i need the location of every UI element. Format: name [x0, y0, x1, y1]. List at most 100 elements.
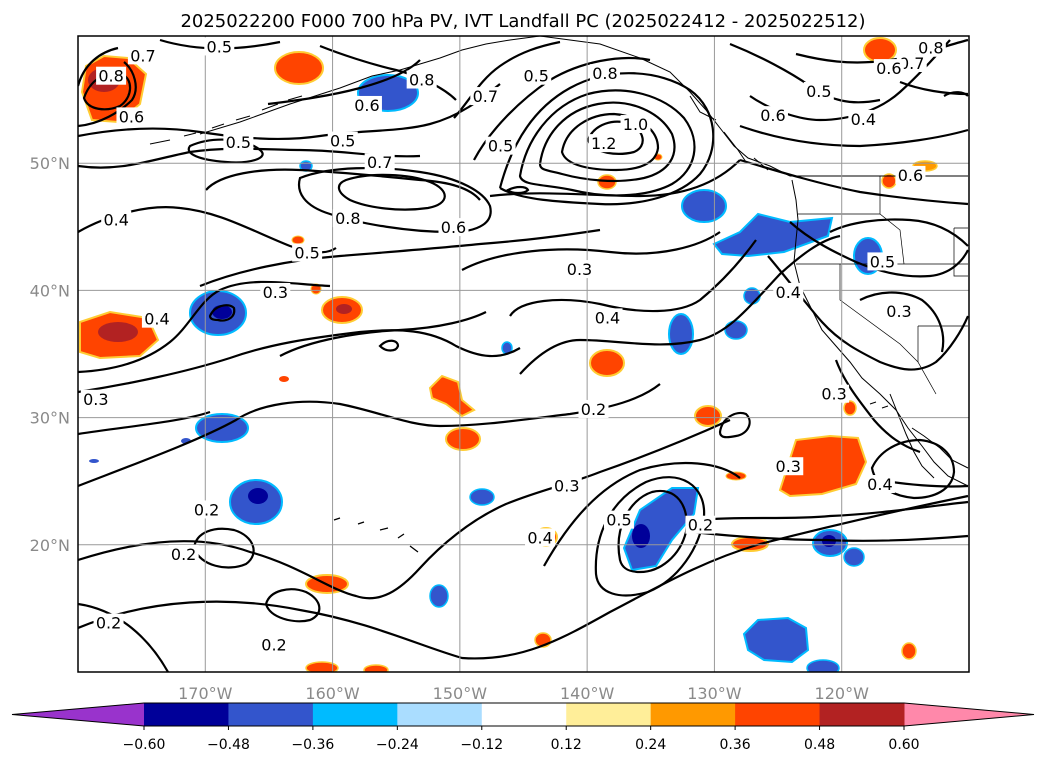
contour-label-bg	[589, 64, 620, 83]
pv-contour	[543, 461, 741, 567]
pv-contour	[78, 61, 137, 128]
lon-tick-label: 120°W	[815, 684, 870, 703]
pv-contour	[829, 218, 969, 247]
colorbar-tick-label: −0.60	[123, 737, 166, 753]
colorbar-segment	[481, 703, 567, 726]
contour-label: 0.8	[918, 39, 943, 58]
colorbar-tick-label: 0.36	[720, 737, 751, 753]
contour-label-bg	[485, 136, 516, 155]
contour-label: 0.6	[898, 166, 923, 185]
colorbar-segment	[735, 703, 821, 726]
pv-contour	[208, 304, 236, 322]
contour-label: 0.6	[354, 96, 379, 115]
contour-label: 1.2	[591, 134, 616, 153]
pv-contour	[518, 89, 696, 197]
pv-contour	[78, 410, 211, 436]
contour-label: 0.3	[567, 260, 592, 279]
pv-contour	[560, 112, 660, 172]
contour-label: 0.5	[294, 244, 319, 263]
positive-anomaly-patch	[694, 405, 722, 427]
pv-contour	[453, 40, 561, 119]
negative-anomaly-patch	[806, 659, 840, 672]
contour-label-bg	[848, 109, 879, 128]
colorbar-tick-label: 0.12	[551, 737, 582, 753]
hawaii-islands	[333, 517, 419, 553]
contour-label-bg	[351, 95, 382, 114]
contour-label-bg	[116, 107, 147, 126]
pv-contour	[538, 101, 676, 183]
pv-contour	[319, 44, 457, 101]
pv-contour	[899, 80, 969, 96]
pv-contour	[691, 530, 969, 542]
colorbar-segment	[312, 703, 398, 726]
contour-label-bg	[438, 218, 469, 237]
contour-label: 0.8	[409, 71, 434, 90]
map-frame	[77, 35, 970, 673]
longitude-tick-labels: 170°W 160°W 150°W 140°W 130°W 120°W	[178, 684, 869, 703]
pv-contour	[78, 280, 331, 374]
contour-label: 0.5	[330, 132, 355, 151]
contour-label-bg	[521, 66, 552, 85]
pv-contour	[498, 72, 715, 206]
contour-label: 0.2	[688, 516, 713, 535]
contour-label: 0.4	[851, 110, 876, 129]
pv-contour	[834, 359, 921, 454]
colorbar-segment	[650, 703, 736, 726]
colorbar-tick-label: −0.36	[291, 737, 334, 753]
contour-label: 0.3	[886, 302, 911, 321]
contour-label: 0.4	[867, 475, 892, 494]
positive-anomaly-patch	[305, 661, 339, 672]
contour-label: 0.2	[581, 400, 606, 419]
colorbar-segment	[144, 703, 229, 726]
latitude-tick-labels: 20°N 30°N 40°N 50°N	[30, 154, 70, 555]
pv-contour	[78, 494, 969, 660]
negative-anomaly-patch	[212, 305, 232, 319]
positive-anomaly-patch	[363, 664, 389, 672]
pv-contour	[699, 500, 969, 522]
contour-label-bg	[332, 209, 363, 228]
contour-label-bg	[223, 132, 254, 151]
colorbar-extend-min	[12, 703, 144, 726]
map-panel: 0.50.70.8 0.80.6 0.70.5 0.81.01.20.50.60.5 0…	[77, 35, 970, 673]
contour-label: 0.4	[595, 308, 620, 327]
contour-label-bg	[551, 476, 582, 495]
contour-label-bg	[819, 384, 850, 403]
contour-label: 1.0	[623, 115, 648, 134]
colorbar-segment	[819, 703, 905, 726]
contour-label-bg	[191, 500, 222, 519]
contour-label: 0.6	[441, 218, 466, 237]
pv-contour	[337, 173, 446, 211]
pv-contour	[859, 291, 945, 353]
contour-label: 0.4	[144, 310, 169, 329]
contour-label: 0.4	[527, 528, 552, 547]
state-border-nv	[839, 264, 919, 363]
contour-label-bg	[141, 309, 172, 328]
contour-label: 0.7	[899, 54, 924, 73]
contour-label: 0.2	[261, 635, 286, 654]
lat-tick-label: 40°N	[30, 281, 70, 300]
contour-label-bg	[873, 59, 904, 78]
contour-label: 0.6	[119, 107, 144, 126]
contour-label: 0.3	[263, 283, 288, 302]
pv-contour	[789, 221, 969, 278]
contour-label: 0.3	[776, 457, 801, 476]
pv-contour	[78, 383, 661, 488]
contour-label-bg	[364, 153, 395, 172]
negative-anomaly-patch	[843, 547, 865, 567]
contour-label: 0.8	[98, 67, 123, 86]
pv-contour	[78, 46, 119, 87]
positive-anomaly-patch	[336, 304, 352, 314]
pv-contour	[264, 588, 321, 623]
aleutian-islands	[149, 95, 303, 145]
lon-tick-label: 170°W	[178, 684, 233, 703]
state-border-az	[917, 325, 968, 395]
contour-label: 0.8	[592, 64, 617, 83]
contour-label-bg	[685, 515, 716, 534]
positive-anomaly-patch	[428, 374, 476, 418]
pv-contour	[199, 228, 601, 288]
contour-label: 0.2	[96, 614, 121, 633]
colorbar-segment	[228, 703, 314, 726]
contour-label: 0.6	[876, 59, 901, 78]
contour-label: 0.2	[171, 545, 196, 564]
colorbar-tick-label: −0.12	[460, 737, 503, 753]
